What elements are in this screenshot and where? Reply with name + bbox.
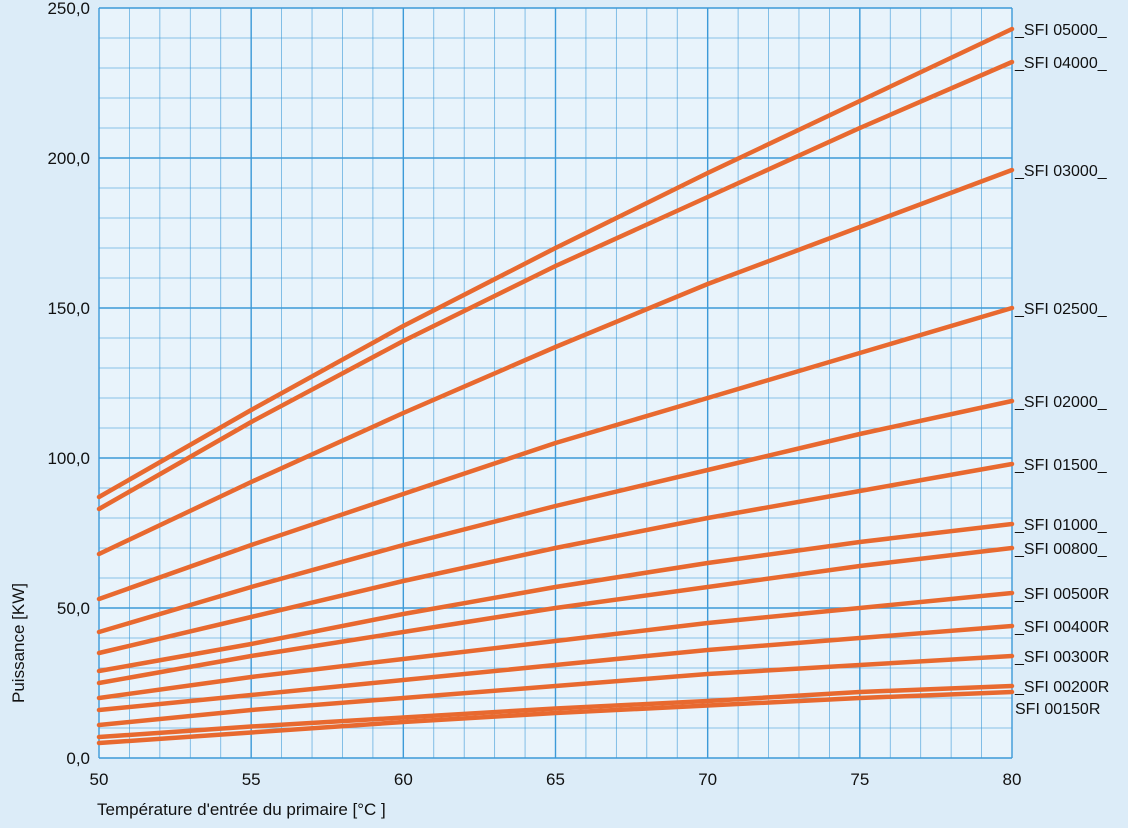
x-tick-label: 70	[698, 770, 717, 789]
series-line	[96, 26, 1015, 500]
series-line	[96, 59, 1015, 512]
y-tick-label: 200,0	[47, 149, 90, 168]
series-label: _SFI 03000_	[1014, 163, 1108, 180]
series-label: SFI 00150R	[1015, 701, 1100, 718]
series-line	[96, 398, 1015, 635]
series-label: _SFI 01500_	[1014, 457, 1108, 474]
series-line	[96, 623, 1015, 713]
x-tick-label: 80	[1003, 770, 1022, 789]
y-tick-label: 100,0	[47, 449, 90, 468]
series-labels: _SFI 05000_ _SFI 04000_ _SFI 03000_ _SFI 02…	[1014, 22, 1109, 718]
series-line	[96, 590, 1015, 701]
x-tick-label: 55	[242, 770, 261, 789]
series-label: _SFI 02500_	[1014, 301, 1108, 318]
series-lines	[96, 26, 1015, 746]
series-line	[96, 683, 1015, 740]
x-tick-label: 65	[546, 770, 565, 789]
y-axis-title: Puissance [KW]	[9, 583, 28, 703]
series-label: _SFI 00300R	[1014, 649, 1109, 666]
series-line	[96, 167, 1015, 557]
y-tick-label: 250,0	[47, 0, 90, 18]
x-tick-label: 50	[90, 770, 109, 789]
x-tick-label: 75	[850, 770, 869, 789]
grid-major	[98, 7, 1013, 759]
series-label: _SFI 00200R	[1014, 679, 1109, 696]
series-label: _SFI 05000_	[1014, 22, 1108, 39]
x-axis-ticks: 50 55 60 65 70 75 80	[90, 770, 1022, 789]
x-axis-title: Température d'entrée du primaire [°C ]	[97, 800, 386, 819]
series-line	[96, 689, 1015, 746]
series-line	[96, 461, 1015, 656]
y-tick-label: 0,0	[66, 749, 90, 768]
y-axis-ticks: 0,0 50,0 100,0 150,0 200,0 250,0	[47, 0, 90, 768]
series-label: _SFI 04000_	[1014, 55, 1108, 72]
series-label: _SFI 01000_	[1014, 517, 1108, 534]
series-line	[96, 521, 1015, 674]
series-label: _SFI 00800_	[1014, 541, 1108, 558]
series-label: _SFI 00500R	[1014, 586, 1109, 603]
series-line	[96, 305, 1015, 602]
series-line	[96, 545, 1015, 686]
y-tick-label: 150,0	[47, 299, 90, 318]
series-label: _SFI 00400R	[1014, 619, 1109, 636]
y-tick-label: 50,0	[57, 599, 90, 618]
x-tick-label: 60	[394, 770, 413, 789]
series-line	[96, 653, 1015, 728]
series-label: _SFI 02000_	[1014, 394, 1108, 411]
